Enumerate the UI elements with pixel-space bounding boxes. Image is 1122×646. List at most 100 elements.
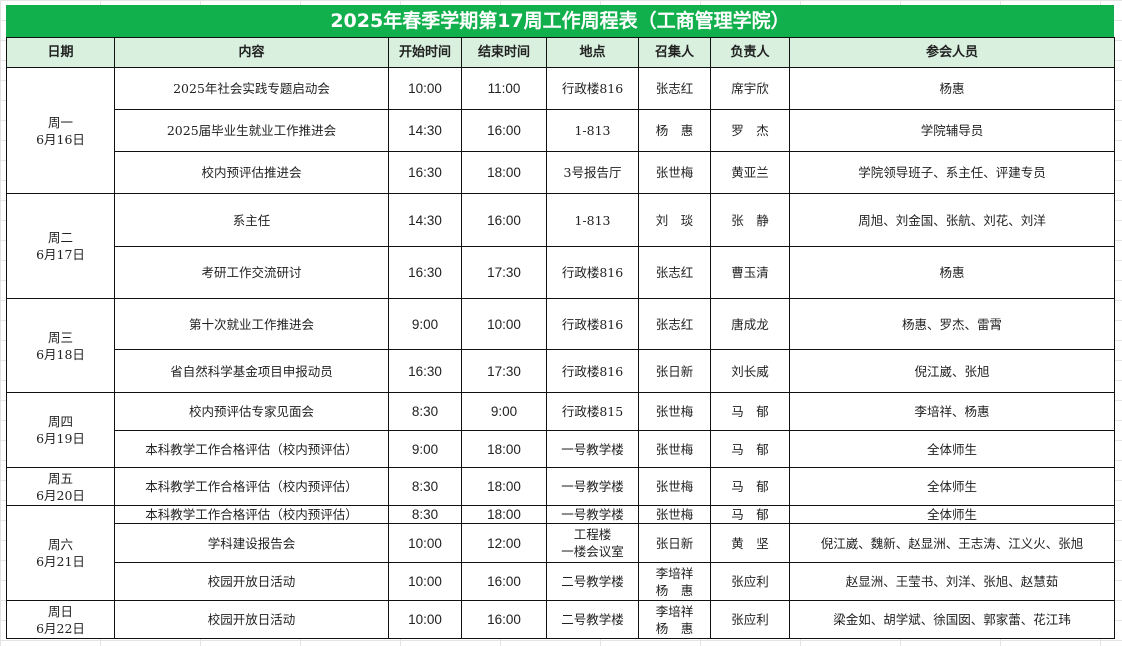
end-time-cell[interactable]: 9:00 bbox=[461, 392, 547, 431]
content-cell[interactable]: 系主任 bbox=[114, 193, 389, 247]
date-cell[interactable]: 周二 6月17日 bbox=[6, 193, 115, 299]
convener-cell[interactable]: 张志红 bbox=[638, 67, 711, 110]
date-cell[interactable]: 周六 6月21日 bbox=[6, 505, 115, 601]
end-time-cell[interactable]: 17:30 bbox=[461, 349, 547, 393]
start-time-cell[interactable]: 9:00 bbox=[388, 430, 462, 468]
place-cell[interactable]: 行政楼815 bbox=[546, 392, 639, 431]
date-cell[interactable]: 周四 6月19日 bbox=[6, 392, 115, 468]
attendees-cell[interactable]: 学院辅导员 bbox=[789, 109, 1115, 152]
place-cell[interactable]: 二号教学楼 bbox=[546, 600, 639, 639]
start-time-cell[interactable]: 16:30 bbox=[388, 246, 462, 299]
content-cell[interactable]: 校内预评估专家见面会 bbox=[114, 392, 389, 431]
owner-cell[interactable]: 黄亚兰 bbox=[710, 151, 790, 194]
end-time-cell[interactable]: 16:00 bbox=[461, 109, 547, 152]
content-cell[interactable]: 校内预评估推进会 bbox=[114, 151, 389, 194]
header-attendees[interactable]: 参会人员 bbox=[789, 37, 1115, 68]
content-cell[interactable]: 本科教学工作合格评估（校内预评估） bbox=[114, 430, 389, 468]
start-time-cell[interactable]: 9:00 bbox=[388, 298, 462, 350]
date-cell[interactable]: 周日 6月22日 bbox=[6, 600, 115, 639]
end-time-cell[interactable]: 18:00 bbox=[461, 151, 547, 194]
start-time-cell[interactable]: 8:30 bbox=[388, 392, 462, 431]
owner-cell[interactable]: 马 郁 bbox=[710, 392, 790, 431]
content-cell[interactable]: 第十次就业工作推进会 bbox=[114, 298, 389, 350]
place-cell[interactable]: 行政楼816 bbox=[546, 349, 639, 393]
attendees-cell[interactable]: 全体师生 bbox=[789, 467, 1115, 506]
header-owner[interactable]: 负责人 bbox=[710, 37, 790, 68]
content-cell[interactable]: 2025届毕业生就业工作推进会 bbox=[114, 109, 389, 152]
convener-cell[interactable]: 张世梅 bbox=[638, 151, 711, 194]
place-cell[interactable]: 行政楼816 bbox=[546, 246, 639, 299]
end-time-cell[interactable]: 12:00 bbox=[461, 523, 547, 563]
content-cell[interactable]: 考研工作交流研讨 bbox=[114, 246, 389, 299]
start-time-cell[interactable]: 16:30 bbox=[388, 349, 462, 393]
convener-cell[interactable]: 张世梅 bbox=[638, 430, 711, 468]
convener-cell[interactable]: 张志红 bbox=[638, 246, 711, 299]
owner-cell[interactable]: 黄 坚 bbox=[710, 523, 790, 563]
place-cell[interactable]: 二号教学楼 bbox=[546, 562, 639, 601]
end-time-cell[interactable]: 17:30 bbox=[461, 246, 547, 299]
attendees-cell[interactable]: 周旭、刘金国、张航、刘花、刘洋 bbox=[789, 193, 1115, 247]
start-time-cell[interactable]: 10:00 bbox=[388, 67, 462, 110]
owner-cell[interactable]: 唐成龙 bbox=[710, 298, 790, 350]
owner-cell[interactable]: 张应利 bbox=[710, 562, 790, 601]
content-cell[interactable]: 本科教学工作合格评估（校内预评估） bbox=[114, 505, 389, 524]
place-cell[interactable]: 行政楼816 bbox=[546, 67, 639, 110]
convener-cell[interactable]: 张世梅 bbox=[638, 467, 711, 506]
end-time-cell[interactable]: 16:00 bbox=[461, 562, 547, 601]
owner-cell[interactable]: 刘长威 bbox=[710, 349, 790, 393]
date-cell[interactable]: 周三 6月18日 bbox=[6, 298, 115, 393]
start-time-cell[interactable]: 14:30 bbox=[388, 109, 462, 152]
place-cell[interactable]: 3号报告厅 bbox=[546, 151, 639, 194]
end-time-cell[interactable]: 16:00 bbox=[461, 193, 547, 247]
content-cell[interactable]: 本科教学工作合格评估（校内预评估） bbox=[114, 467, 389, 506]
content-cell[interactable]: 校园开放日活动 bbox=[114, 600, 389, 639]
attendees-cell[interactable]: 倪江崴、魏新、赵显洲、王志涛、江义火、张旭 bbox=[789, 523, 1115, 563]
attendees-cell[interactable]: 全体师生 bbox=[789, 505, 1115, 524]
start-time-cell[interactable]: 14:30 bbox=[388, 193, 462, 247]
owner-cell[interactable]: 马 郁 bbox=[710, 467, 790, 506]
start-time-cell[interactable]: 8:30 bbox=[388, 505, 462, 524]
owner-cell[interactable]: 席宇欣 bbox=[710, 67, 790, 110]
content-cell[interactable]: 校园开放日活动 bbox=[114, 562, 389, 601]
header-convener[interactable]: 召集人 bbox=[638, 37, 711, 68]
convener-cell[interactable]: 杨 惠 bbox=[638, 109, 711, 152]
owner-cell[interactable]: 马 郁 bbox=[710, 430, 790, 468]
header-end[interactable]: 结束时间 bbox=[461, 37, 547, 68]
convener-cell[interactable]: 张日新 bbox=[638, 349, 711, 393]
convener-cell[interactable]: 李培祥 杨 惠 bbox=[638, 562, 711, 601]
content-cell[interactable]: 学科建设报告会 bbox=[114, 523, 389, 563]
convener-cell[interactable]: 张世梅 bbox=[638, 505, 711, 524]
place-cell[interactable]: 一号教学楼 bbox=[546, 467, 639, 506]
start-time-cell[interactable]: 16:30 bbox=[388, 151, 462, 194]
place-cell[interactable]: 行政楼816 bbox=[546, 298, 639, 350]
convener-cell[interactable]: 张世梅 bbox=[638, 392, 711, 431]
header-place[interactable]: 地点 bbox=[546, 37, 639, 68]
end-time-cell[interactable]: 16:00 bbox=[461, 600, 547, 639]
convener-cell[interactable]: 李培祥 杨 惠 bbox=[638, 600, 711, 639]
header-content[interactable]: 内容 bbox=[114, 37, 389, 68]
attendees-cell[interactable]: 倪江崴、张旭 bbox=[789, 349, 1115, 393]
start-time-cell[interactable]: 10:00 bbox=[388, 562, 462, 601]
owner-cell[interactable]: 马 郁 bbox=[710, 505, 790, 524]
place-cell[interactable]: 1-813 bbox=[546, 193, 639, 247]
header-start[interactable]: 开始时间 bbox=[388, 37, 462, 68]
date-cell[interactable]: 周一 6月16日 bbox=[6, 67, 115, 194]
convener-cell[interactable]: 刘 琰 bbox=[638, 193, 711, 247]
end-time-cell[interactable]: 11:00 bbox=[461, 67, 547, 110]
owner-cell[interactable]: 张 静 bbox=[710, 193, 790, 247]
convener-cell[interactable]: 张日新 bbox=[638, 523, 711, 563]
content-cell[interactable]: 2025年社会实践专题启动会 bbox=[114, 67, 389, 110]
owner-cell[interactable]: 张应利 bbox=[710, 600, 790, 639]
header-date[interactable]: 日期 bbox=[6, 37, 115, 68]
owner-cell[interactable]: 罗 杰 bbox=[710, 109, 790, 152]
end-time-cell[interactable]: 18:00 bbox=[461, 467, 547, 506]
place-cell[interactable]: 1-813 bbox=[546, 109, 639, 152]
date-cell[interactable]: 周五 6月20日 bbox=[6, 467, 115, 506]
attendees-cell[interactable]: 梁金如、胡学斌、徐国囡、郭家蕾、花江玮 bbox=[789, 600, 1115, 639]
attendees-cell[interactable]: 赵显洲、王莹书、刘洋、张旭、赵慧茹 bbox=[789, 562, 1115, 601]
attendees-cell[interactable]: 全体师生 bbox=[789, 430, 1115, 468]
convener-cell[interactable]: 张志红 bbox=[638, 298, 711, 350]
start-time-cell[interactable]: 8:30 bbox=[388, 467, 462, 506]
start-time-cell[interactable]: 10:00 bbox=[388, 523, 462, 563]
owner-cell[interactable]: 曹玉清 bbox=[710, 246, 790, 299]
